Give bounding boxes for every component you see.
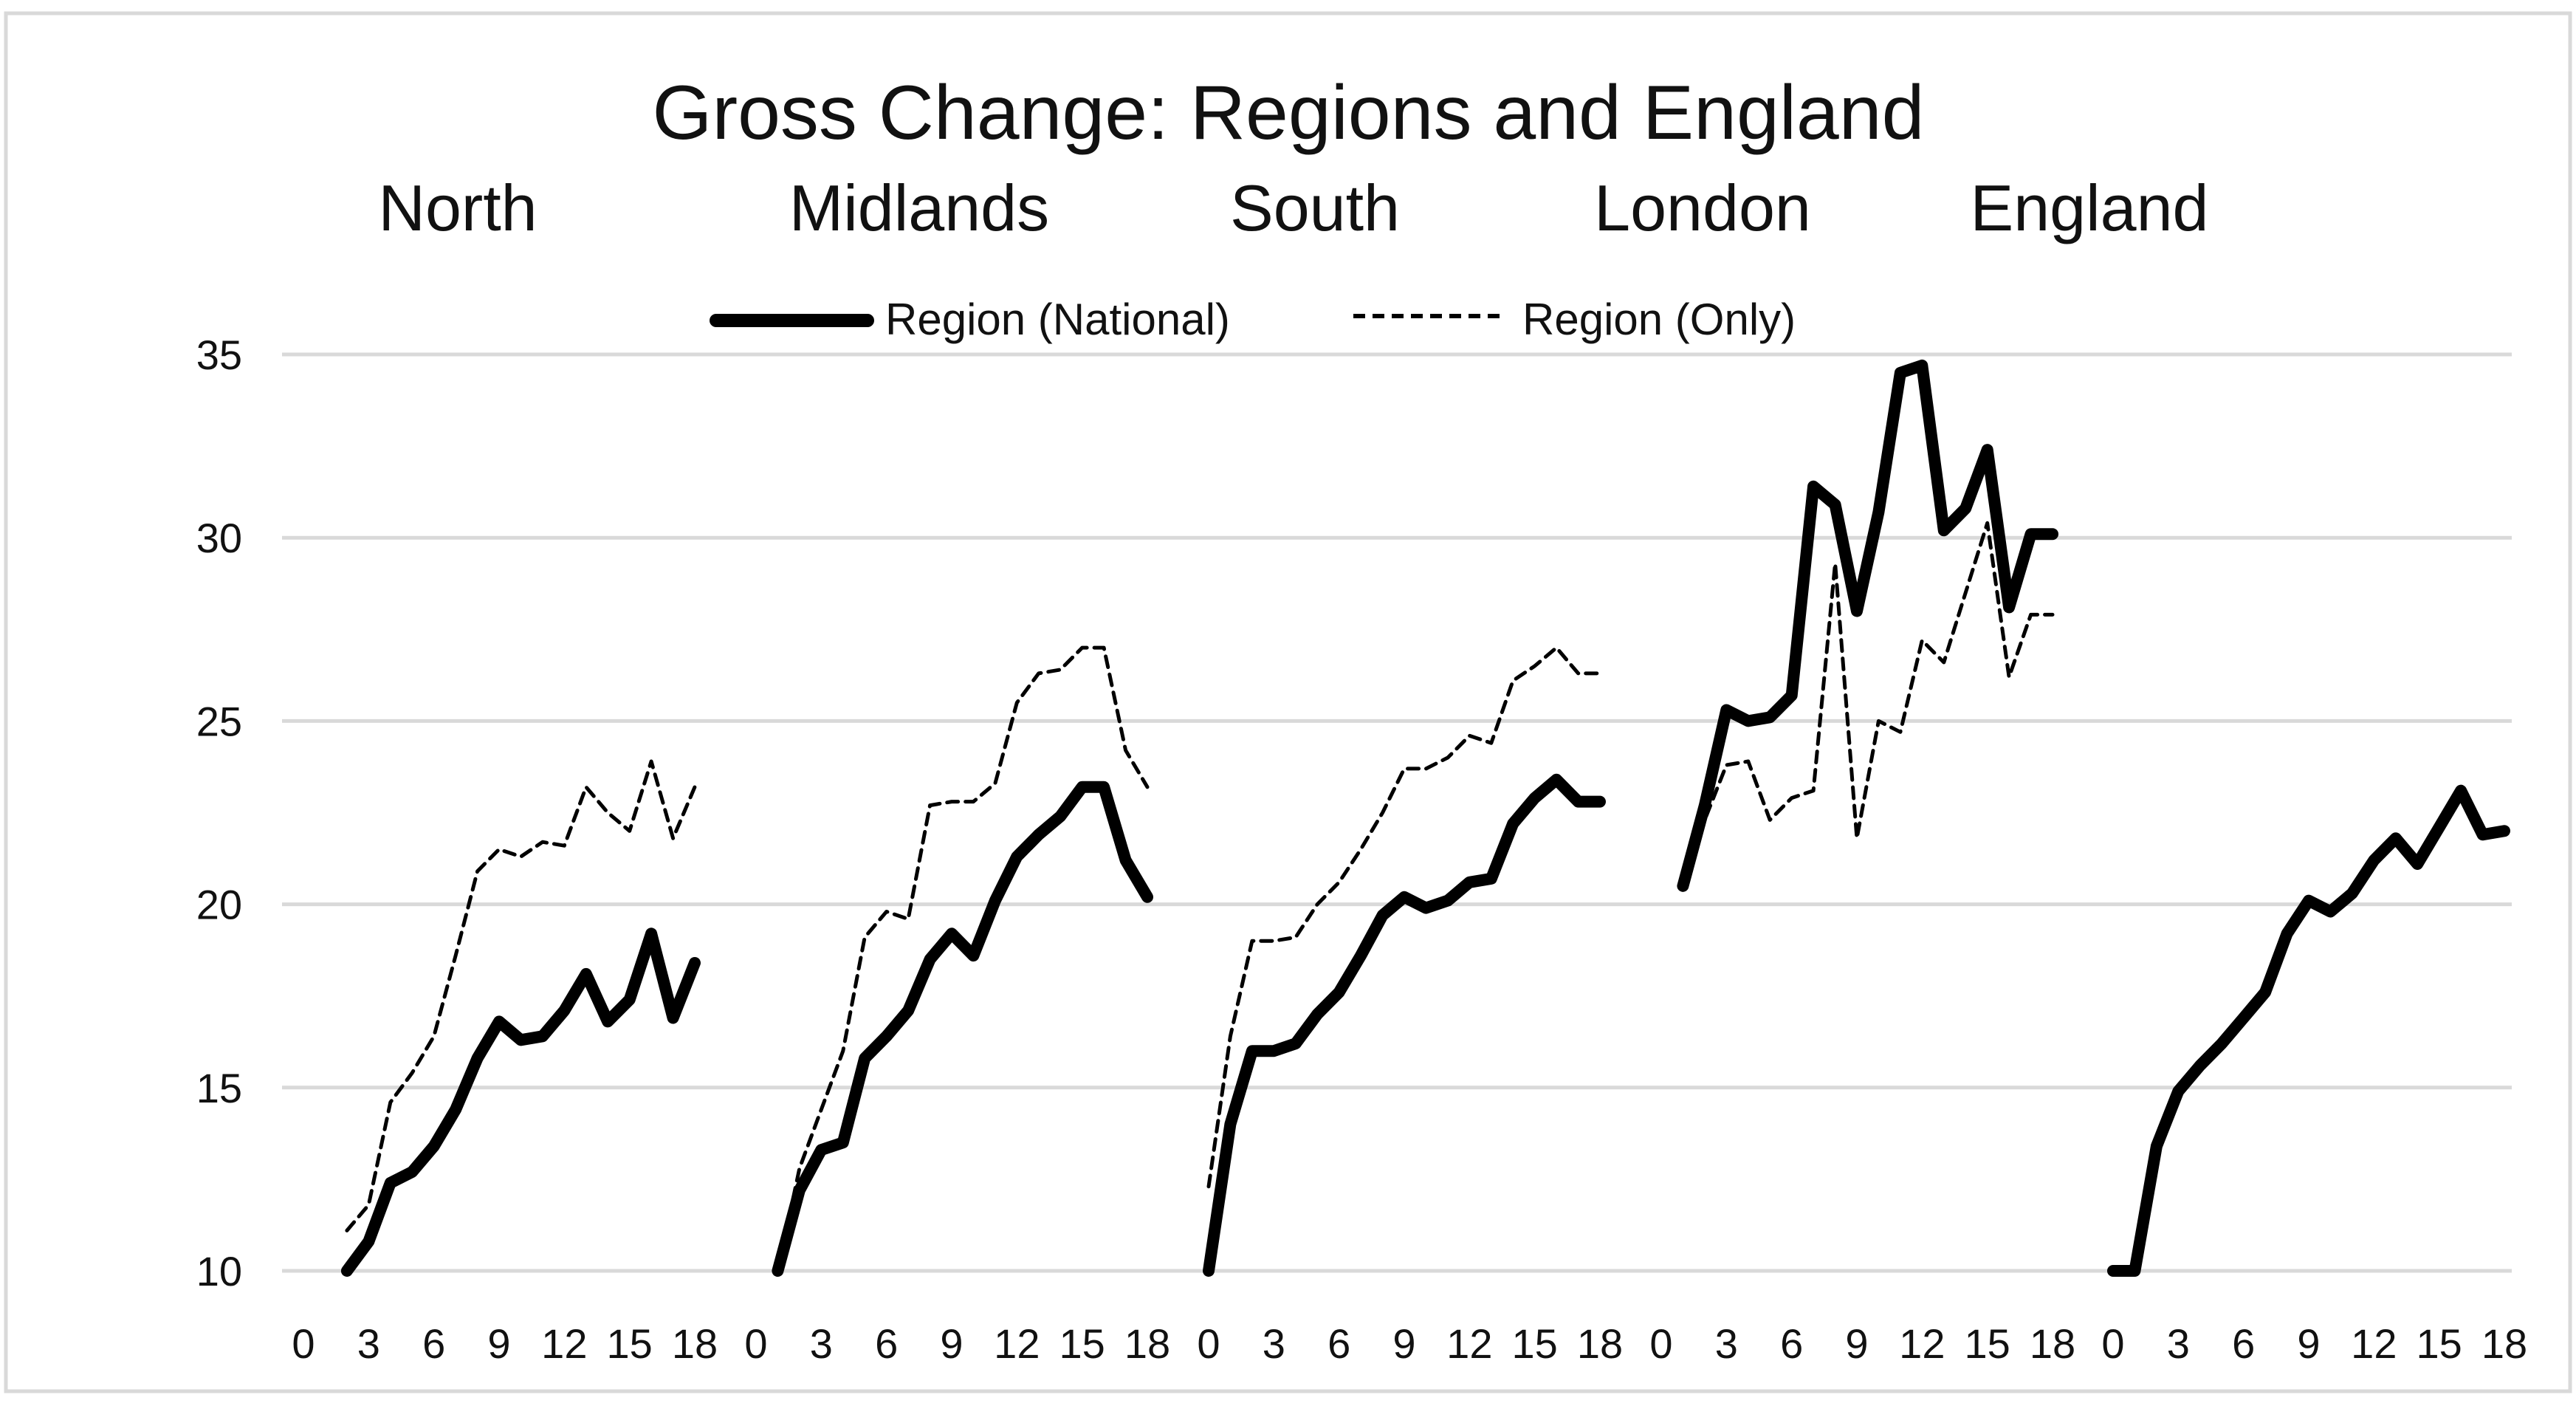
x-tick-label-south-3: 3 [1263, 1320, 1285, 1367]
x-tick-label-england-12: 12 [2351, 1320, 2397, 1367]
series-line-region-only-south [1206, 645, 1602, 1189]
legend-label-region-national: Region (National) [885, 295, 1230, 344]
x-tick-label-north-9: 9 [487, 1320, 510, 1367]
x-tick-label-south-9: 9 [1392, 1320, 1415, 1367]
y-tick-label-30: 30 [196, 515, 242, 561]
x-tick-label-midlands-12: 12 [994, 1320, 1040, 1367]
series-line-region-only-london [1680, 521, 2055, 888]
x-tick-label-london-12: 12 [1899, 1320, 1945, 1367]
x-tick-label-london-6: 6 [1780, 1320, 1803, 1367]
series-line-region-only-north [345, 759, 697, 1232]
legend-label-region-only: Region (Only) [1522, 295, 1796, 344]
x-tick-label-north-0: 0 [292, 1320, 315, 1367]
x-tick-label-midlands-15: 15 [1059, 1320, 1105, 1367]
x-tick-label-london-15: 15 [1965, 1320, 2010, 1367]
x-tick-label-north-15: 15 [607, 1320, 653, 1367]
panel-label-england: England [1971, 171, 2209, 244]
x-tick-label-north-3: 3 [357, 1320, 380, 1367]
x-tick-label-north-18: 18 [672, 1320, 718, 1367]
x-tick-label-south-0: 0 [1197, 1320, 1220, 1367]
series-line-region-national-south [1203, 773, 1606, 1277]
x-tick-label-england-15: 15 [2417, 1320, 2462, 1367]
series-line-region-only-midlands [775, 645, 1150, 1273]
panel-labels: North Midlands South London England [378, 171, 2208, 244]
y-tick-label-15: 15 [196, 1065, 242, 1111]
y-tick-label-35: 35 [196, 332, 242, 378]
series-line-region-national-north [340, 927, 701, 1277]
x-tick-label-midlands-9: 9 [940, 1320, 963, 1367]
x-tick-label-england-0: 0 [2101, 1320, 2124, 1367]
y-tick-label-10: 10 [196, 1248, 242, 1294]
x-tick-label-london-18: 18 [2030, 1320, 2075, 1367]
y-tick-label-20: 20 [196, 882, 242, 928]
x-tick-label-south-18: 18 [1577, 1320, 1623, 1367]
x-tick-label-london-9: 9 [1845, 1320, 1868, 1367]
chart-title: Gross Change: Regions and England [653, 70, 1925, 156]
series-line-region-national-england [2107, 784, 2510, 1277]
x-tick-label-england-6: 6 [2232, 1320, 2255, 1367]
series-line-region-national-midlands [772, 781, 1153, 1277]
y-tick-label-25: 25 [196, 698, 242, 744]
x-tick-label-north-12: 12 [541, 1320, 587, 1367]
x-tick-label-midlands-3: 3 [810, 1320, 833, 1367]
panel-label-south: South [1230, 171, 1400, 244]
x-tick-label-south-15: 15 [1512, 1320, 1558, 1367]
x-tick-label-south-12: 12 [1446, 1320, 1492, 1367]
x-tick-label-north-6: 6 [422, 1320, 445, 1367]
legend: Region (National) Region (Only) [710, 295, 1796, 344]
panel-label-north: North [378, 171, 537, 244]
x-tick-label-london-0: 0 [1649, 1320, 1672, 1367]
chart-frame [4, 11, 2572, 1393]
series-line-region-national-london [1677, 359, 2058, 892]
panel-label-midlands: Midlands [789, 171, 1049, 244]
x-tick-label-england-3: 3 [2167, 1320, 2190, 1367]
x-tick-label-south-6: 6 [1328, 1320, 1350, 1367]
x-tick-label-midlands-6: 6 [875, 1320, 898, 1367]
x-tick-label-midlands-0: 0 [744, 1320, 767, 1367]
panel-label-london: London [1594, 171, 1811, 244]
x-tick-label-england-9: 9 [2297, 1320, 2320, 1367]
x-tick-label-midlands-18: 18 [1124, 1320, 1170, 1367]
x-tick-label-london-3: 3 [1715, 1320, 1738, 1367]
series-layer [340, 359, 2510, 1277]
x-tick-label-england-18: 18 [2481, 1320, 2527, 1367]
